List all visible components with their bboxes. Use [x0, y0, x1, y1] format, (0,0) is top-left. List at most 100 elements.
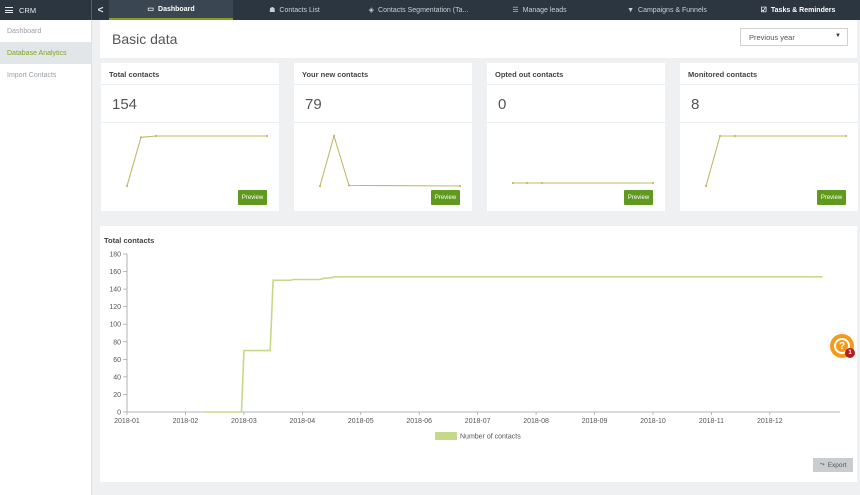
y-tick-label: 60	[113, 357, 121, 364]
tab-dashboard[interactable]: ▭ Dashboard	[109, 0, 233, 20]
sparkline-path	[126, 135, 267, 187]
tab-tasks-reminders[interactable]: ☑ Tasks & Reminders	[736, 0, 860, 20]
laptop-icon: ▭	[147, 6, 155, 13]
x-tick-label: 2018-03	[231, 418, 257, 425]
card-title: Your new contacts	[302, 70, 369, 79]
divider	[294, 84, 472, 85]
y-tick-label: 20	[113, 392, 121, 399]
chart-title: Total contacts	[104, 236, 155, 245]
sparkline	[511, 181, 655, 185]
y-tick-label: 160	[109, 269, 121, 276]
card-title: Monitored contacts	[688, 70, 758, 79]
header-panel: Basic data Previous year ▼	[100, 20, 857, 58]
y-tick-label: 140	[109, 287, 121, 294]
filter-icon: ▼	[627, 6, 635, 14]
sparkline	[704, 134, 848, 188]
sparkline-path	[319, 134, 461, 187]
preview-button[interactable]: Preview	[431, 190, 460, 205]
card-value: 8	[691, 96, 700, 113]
x-tick-label: 2018-04	[289, 418, 315, 425]
preview-button[interactable]: Preview	[624, 190, 653, 205]
tab-manage-leads[interactable]: ☰ Manage leads	[481, 0, 598, 20]
app-brand[interactable]: CRM	[0, 0, 92, 20]
card-opted-out-contacts: Opted out contacts 0 Preview	[487, 63, 665, 211]
tab-label: Manage leads	[522, 6, 567, 14]
divider	[487, 84, 665, 85]
tab-contacts-list[interactable]: ☗ Contacts List	[233, 0, 356, 20]
divider	[680, 84, 858, 85]
export-label: Export	[827, 461, 847, 469]
question-icon: ?	[834, 338, 850, 354]
y-tick-label: 180	[109, 252, 121, 259]
divider	[680, 122, 858, 123]
tab-label: Dashboard	[158, 5, 195, 13]
series-line-number-of-contacts	[205, 276, 823, 413]
card-your-new-contacts: Your new contacts 79 Preview	[294, 63, 472, 211]
divider	[101, 122, 279, 123]
tab-label: Campaigns & Funnels	[638, 6, 707, 14]
sparkline-point	[525, 181, 529, 185]
tab-campaigns-funnels[interactable]: ▼ Campaigns & Funnels	[598, 0, 736, 20]
x-tick-label: 2018-08	[523, 418, 549, 425]
sparkline-point	[718, 134, 722, 138]
y-tick-label: 0	[117, 410, 121, 417]
card-monitored-contacts: Monitored contacts 8 Preview	[680, 63, 858, 211]
preview-button[interactable]: Preview	[817, 190, 846, 205]
x-tick-label: 2018-11	[699, 418, 724, 425]
x-tick-label: 2018-02	[173, 418, 199, 425]
hamburger-icon[interactable]	[5, 7, 13, 13]
sparkline-point	[318, 184, 322, 188]
sparkline-path	[705, 135, 846, 187]
sparkline-point	[154, 134, 158, 138]
card-total-contacts: Total contacts 154 Preview	[101, 63, 279, 211]
checkbox-icon: ☑	[760, 7, 767, 14]
tab-label: Tasks & Reminders	[770, 6, 836, 14]
period-select[interactable]: Previous year ▼	[740, 28, 848, 46]
x-tick-label: 2018-12	[757, 418, 783, 425]
sidebar: Dashboard Database Analytics Import Cont…	[0, 20, 92, 495]
app-title: CRM	[19, 5, 37, 15]
x-tick-label: 2018-05	[348, 418, 374, 425]
x-tick-label: 2018-09	[582, 418, 608, 425]
sparkline	[125, 134, 269, 188]
tab-label: Contacts Segmentation (Ta...	[378, 6, 469, 14]
divider	[487, 122, 665, 123]
tab-contacts-segmentation[interactable]: ◈ Contacts Segmentation (Ta...	[356, 0, 481, 20]
sparkline	[318, 134, 462, 188]
help-button[interactable]: ? 1	[830, 334, 855, 358]
x-tick-label: 2018-07	[465, 418, 491, 425]
sidebar-item-import-contacts[interactable]: Import Contacts	[7, 71, 57, 79]
x-tick-label: 2018-10	[640, 418, 666, 425]
y-tick-label: 40	[113, 374, 121, 381]
sparkline-point	[265, 134, 269, 138]
sparkline-point	[458, 184, 462, 188]
divider	[294, 122, 472, 123]
sparkline-point	[125, 184, 129, 188]
chevron-down-icon: ▼	[835, 33, 841, 39]
sparkline-point	[332, 134, 336, 138]
sparkline-point	[540, 181, 544, 185]
preview-button[interactable]: Preview	[238, 190, 267, 205]
export-button[interactable]: ⤳ Export	[813, 458, 853, 472]
card-title: Opted out contacts	[495, 70, 564, 79]
card-title: Total contacts	[109, 70, 160, 79]
x-tick-label: 2018-01	[114, 418, 140, 425]
sidebar-item-database-analytics[interactable]: Database Analytics	[0, 42, 91, 64]
sparkline-point	[733, 134, 737, 138]
list-icon: ☰	[512, 7, 519, 14]
tab-label: Contacts List	[279, 6, 320, 14]
sparkline-point	[704, 184, 708, 188]
sparkline-point	[651, 181, 655, 185]
sparkline-point	[139, 136, 143, 139]
period-select-value: Previous year	[749, 32, 795, 42]
card-value: 154	[112, 96, 138, 113]
page-title: Basic data	[112, 31, 178, 47]
sparkline-point	[511, 181, 515, 185]
card-value: 79	[305, 96, 322, 113]
total-contacts-chart-panel: Total contacts 0 20 40 60 80 100 120 140 160 180 2…	[100, 226, 857, 482]
chevron-left-icon[interactable]: <	[97, 4, 104, 16]
sparkline-point	[844, 134, 848, 138]
card-value: 0	[498, 96, 507, 113]
sidebar-item-dashboard[interactable]: Dashboard	[7, 27, 42, 35]
divider	[101, 84, 279, 85]
